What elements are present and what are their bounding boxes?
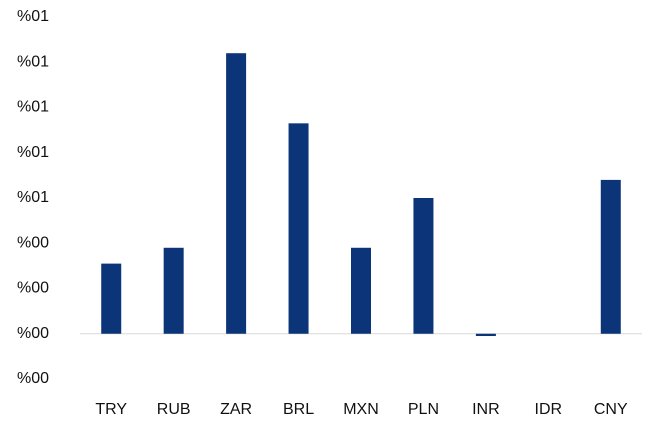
x-tick-label: INR [472,401,500,418]
y-tick-label: %01 [17,53,49,70]
y-tick-label: %00 [17,234,49,251]
x-tick-label: BRL [283,401,314,418]
x-tick-label: CNY [594,401,628,418]
x-tick-label: RUB [157,401,191,418]
bar [226,53,247,334]
bar [351,247,371,334]
x-tick-label: IDR [535,401,563,418]
x-tick-label: MXN [343,401,379,418]
bar [101,263,122,334]
y-tick-label: %00 [17,325,49,342]
x-tick-label: PLN [408,401,439,418]
bar [600,179,621,334]
y-tick-label: %01 [17,8,49,25]
bar [413,198,434,334]
y-tick-label: %01 [17,99,49,116]
y-tick-label: %01 [17,189,49,206]
y-tick-label: %01 [17,144,49,161]
y-tick-label: %00 [17,280,49,297]
x-tick-label: ZAR [220,401,252,418]
bar [163,247,184,334]
x-tick-label: TRY [95,401,127,418]
bar [475,333,496,337]
bar [288,123,309,334]
y-tick-label: %00 [17,370,49,387]
